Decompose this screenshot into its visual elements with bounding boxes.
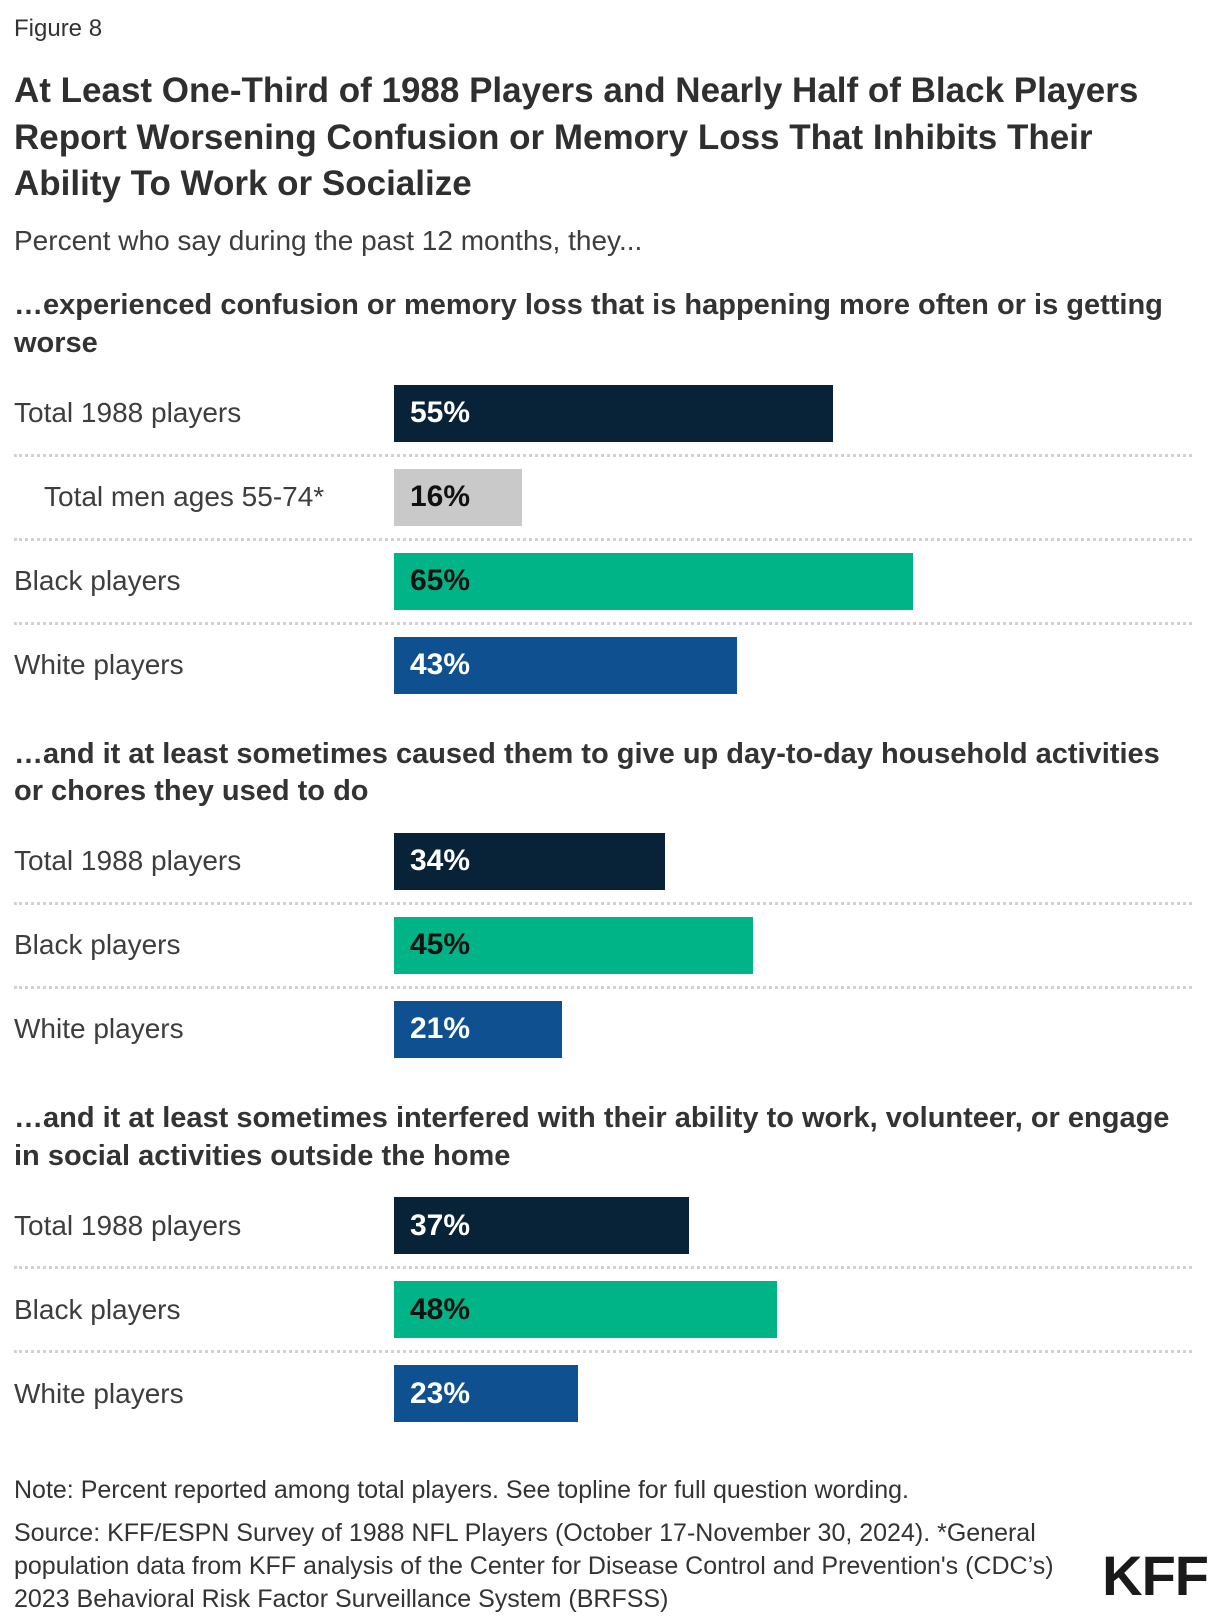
bar-row: Total 1988 players 37% — [14, 1185, 1192, 1266]
bar-rows: Total 1988 players 37% Black players 48%… — [14, 1185, 1206, 1434]
chart-section: …and it at least sometimes interfered wi… — [14, 1100, 1206, 1434]
row-label: Black players — [14, 565, 181, 597]
row-label: White players — [14, 1013, 184, 1045]
bar: 21% — [394, 1000, 562, 1058]
bar-value-label: 45% — [410, 928, 471, 962]
bar-row: Black players 48% — [14, 1266, 1192, 1350]
bar-value-label: 21% — [410, 1012, 471, 1046]
row-label: Total men ages 55-74* — [44, 481, 325, 513]
bar-row: White players 21% — [14, 985, 1192, 1070]
bar-rows: Total 1988 players 55% Total men ages 55… — [14, 373, 1206, 706]
bar-row: Total 1988 players 55% — [14, 373, 1192, 454]
bar-value-label: 65% — [410, 564, 471, 598]
kff-logo: KFF — [1102, 1544, 1209, 1607]
bar-value-label: 16% — [410, 480, 471, 514]
section-heading: …experienced confusion or memory loss th… — [14, 289, 1163, 359]
bar-value-label: 55% — [410, 396, 471, 430]
subtitle: Percent who say during the past 12 month… — [14, 224, 643, 256]
bar: 37% — [394, 1197, 690, 1255]
bar-track: 48% — [394, 1281, 1192, 1339]
bar-value-label: 23% — [410, 1376, 471, 1410]
bar-row: White players 23% — [14, 1350, 1192, 1434]
bar: 43% — [394, 636, 738, 694]
row-label: White players — [14, 1377, 184, 1409]
source-text: Source: KFF/ESPN Survey of 1988 NFL Play… — [14, 1518, 1054, 1613]
bar: 34% — [394, 832, 666, 890]
chart-section: …experienced confusion or memory loss th… — [14, 287, 1206, 705]
row-label: Black players — [14, 1293, 181, 1325]
bar: 23% — [394, 1365, 578, 1423]
bar-value-label: 34% — [410, 844, 471, 878]
bar-row: Black players 45% — [14, 901, 1192, 986]
bar-value-label: 48% — [410, 1292, 471, 1326]
bar-row: Total 1988 players 34% — [14, 821, 1192, 902]
row-label: Total 1988 players — [14, 845, 242, 877]
section-heading: …and it at least sometimes interfered wi… — [14, 1101, 1170, 1172]
bar: 55% — [394, 384, 833, 442]
row-label: Total 1988 players — [14, 397, 242, 429]
bar: 65% — [394, 552, 913, 610]
section-heading: …and it at least sometimes caused them t… — [14, 737, 1160, 808]
bar-rows: Total 1988 players 34% Black players 45%… — [14, 821, 1206, 1070]
bar-track: 43% — [394, 636, 1192, 694]
bar-track: 21% — [394, 1000, 1192, 1058]
bar-track: 65% — [394, 552, 1192, 610]
bar-track: 37% — [394, 1197, 1192, 1255]
row-label: Black players — [14, 929, 181, 961]
bar: 48% — [394, 1281, 778, 1339]
note-text: Note: Percent reported among total playe… — [14, 1476, 909, 1505]
page-title: At Least One-Third of 1988 Players and N… — [14, 71, 1139, 204]
bar-row: White players 43% — [14, 621, 1192, 706]
bar: 45% — [394, 916, 754, 974]
figure-label: Figure 8 — [14, 15, 103, 42]
bar-track: 16% — [394, 468, 1192, 526]
row-label: White players — [14, 649, 184, 681]
bar-row: Total men ages 55-74* 16% — [14, 453, 1192, 538]
bar-track: 45% — [394, 916, 1192, 974]
chart-section: …and it at least sometimes caused them t… — [14, 736, 1206, 1070]
bar-track: 34% — [394, 832, 1192, 890]
bar-value-label: 37% — [410, 1208, 471, 1242]
bar-row: Black players 65% — [14, 537, 1192, 622]
bar-value-label: 43% — [410, 648, 471, 682]
bar-track: 23% — [394, 1365, 1192, 1423]
bar: 16% — [394, 468, 522, 526]
bar-track: 55% — [394, 384, 1192, 442]
row-label: Total 1988 players — [14, 1209, 242, 1241]
chart-sections: …experienced confusion or memory loss th… — [14, 287, 1206, 1434]
